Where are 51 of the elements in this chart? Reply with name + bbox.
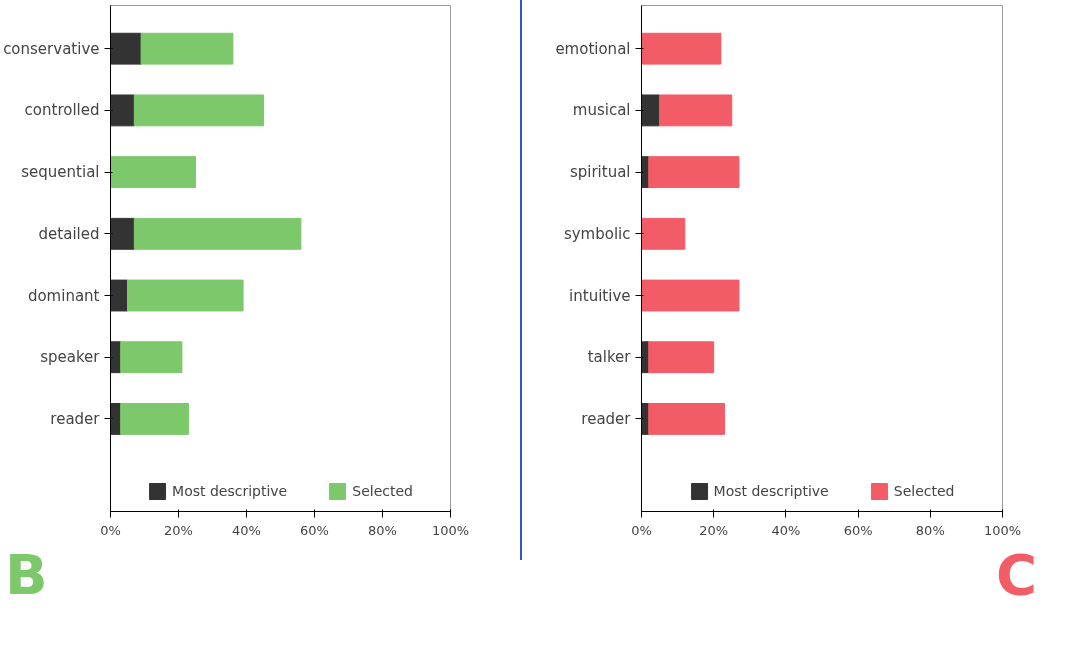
x-tick-label: 100%: [983, 522, 1022, 538]
x-tick-label: 0%: [100, 522, 121, 538]
bar: [641, 279, 740, 312]
text: C: [995, 542, 1037, 607]
bar: [133, 94, 264, 127]
bar: [120, 341, 183, 374]
bar: [648, 341, 715, 374]
x-tick-label: 20%: [699, 522, 729, 538]
bar: [110, 156, 196, 189]
bar: [641, 32, 722, 65]
x-tick-label: 60%: [300, 522, 329, 538]
bar: [140, 32, 234, 65]
bar: [133, 217, 302, 250]
bar: [648, 156, 740, 189]
bar: [641, 94, 661, 127]
bar: [659, 94, 733, 127]
y-tick-label: talker: [587, 348, 632, 367]
x-tick-label: 80%: [368, 522, 397, 538]
bar: [110, 279, 128, 312]
y-tick-label: reader: [581, 409, 632, 428]
bar: [127, 279, 244, 312]
legend-label: Most descriptive: [172, 483, 288, 499]
bar: [120, 403, 190, 435]
y-tick-label: musical: [572, 101, 631, 120]
x-tick-label: 80%: [915, 522, 945, 538]
legend-label: Most descriptive: [713, 483, 829, 499]
y-tick-label: detailed: [38, 224, 100, 243]
text: B: [5, 542, 48, 607]
y-tick-label: reader: [50, 409, 101, 428]
y-tick-label: sequential: [21, 163, 100, 182]
legend-label: Selected: [352, 483, 413, 499]
y-tick-label: dominant: [27, 286, 100, 305]
x-tick-label: 20%: [164, 522, 193, 538]
y-tick-label: spiritual: [569, 163, 631, 182]
x-tick-label: 40%: [232, 522, 261, 538]
x-tick-label: 40%: [771, 522, 801, 538]
x-tick-label: 60%: [843, 522, 873, 538]
y-tick-label: conservative: [3, 39, 100, 58]
bar: [641, 217, 686, 250]
x-tick-label: 0%: [631, 522, 652, 538]
x-tick-label: 100%: [431, 522, 470, 538]
bar: [110, 217, 135, 250]
bar: [110, 32, 142, 65]
y-tick-label: intuitive: [569, 286, 631, 305]
y-tick-label: speaker: [40, 348, 101, 367]
y-tick-label: symbolic: [563, 224, 631, 243]
legend-label: Selected: [893, 483, 955, 499]
y-tick-label: controlled: [24, 101, 100, 120]
bar: [648, 403, 726, 435]
y-tick-label: emotional: [555, 39, 631, 58]
bar: [110, 94, 135, 127]
